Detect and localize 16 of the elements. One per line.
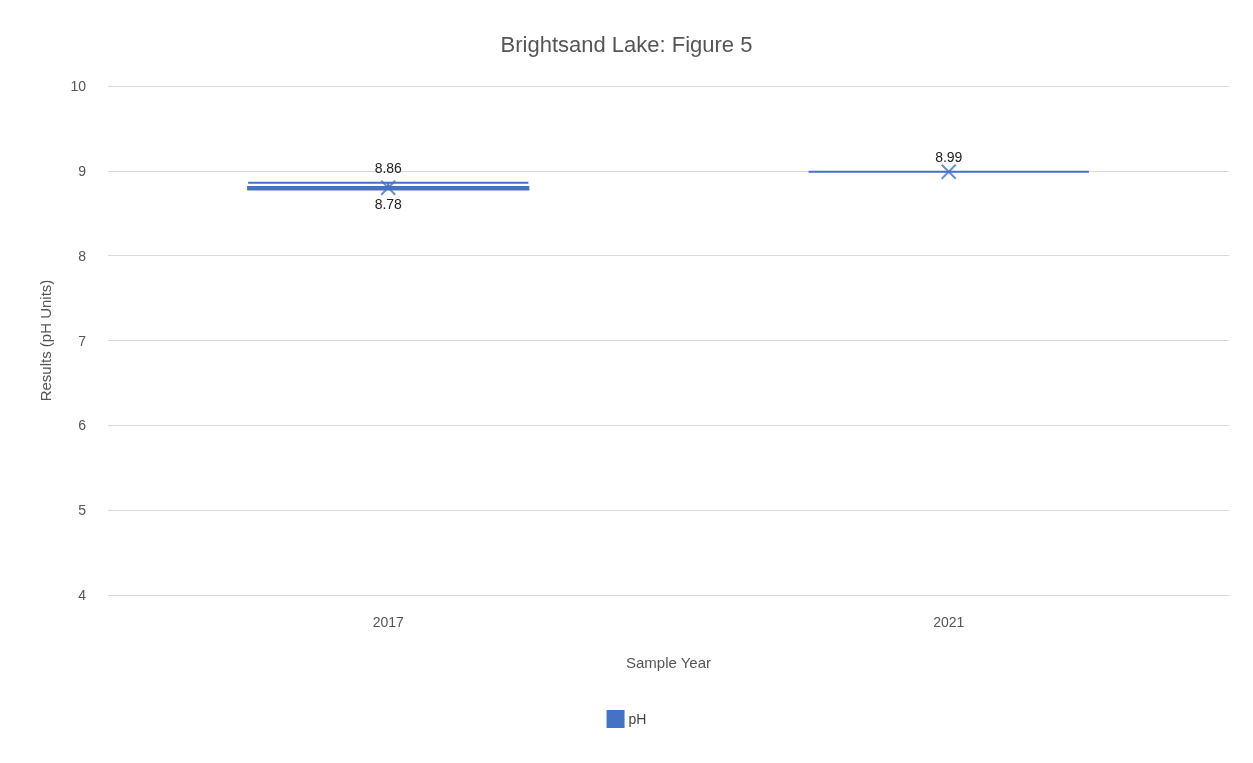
annotation: 8.99 [935,148,963,165]
y-tick-label: 8 [78,247,87,264]
x-tick-label: 2017 [372,614,405,630]
x-tick-label: 2021 [933,614,965,630]
annotation: 8.86 [374,159,403,176]
annotation: 8.78 [374,196,403,213]
y-tick-label: 10 [70,78,87,94]
y-tick-label: 9 [78,162,87,179]
y-tick-label: 6 [78,417,87,434]
chart-title: Brightsand Lake: Figure 5 [500,31,753,57]
legend-label: pH [628,711,647,727]
y-axis-title: Results (pH Units) [37,279,54,402]
y-tick-label: 7 [78,332,87,349]
y-tick-label: 4 [78,587,87,603]
y-tick-label: 5 [78,502,87,519]
x-axis-title: Sample Year [625,654,712,671]
